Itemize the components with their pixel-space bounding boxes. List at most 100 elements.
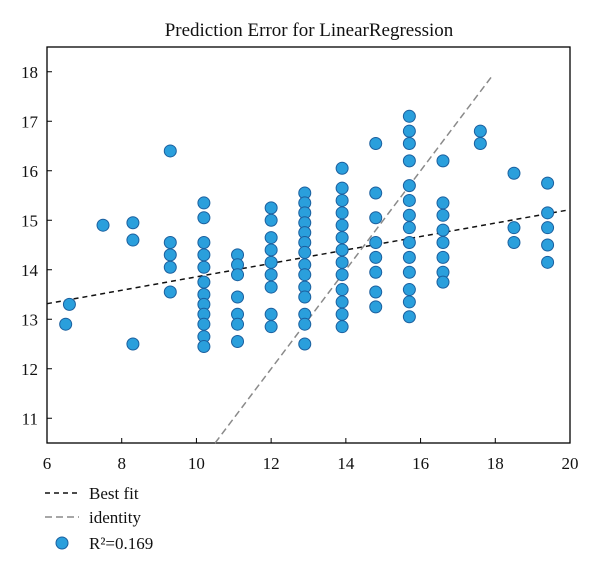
data-point bbox=[335, 307, 349, 321]
data-point bbox=[507, 221, 521, 235]
data-point bbox=[436, 250, 450, 264]
data-point bbox=[197, 248, 211, 262]
data-point bbox=[436, 208, 450, 222]
identity-line bbox=[214, 76, 493, 444]
y-tick-label: 12 bbox=[21, 360, 38, 379]
y-axis: 11 12 13 14 15 16 17 18 bbox=[21, 63, 52, 428]
y-tick-label: 14 bbox=[21, 261, 39, 280]
data-point bbox=[402, 179, 416, 193]
data-point bbox=[402, 310, 416, 324]
data-point bbox=[298, 268, 312, 282]
data-point bbox=[402, 221, 416, 235]
data-point bbox=[335, 181, 349, 195]
legend-best-fit-label: Best fit bbox=[89, 484, 139, 503]
data-point bbox=[402, 295, 416, 309]
data-point bbox=[473, 137, 487, 151]
data-point bbox=[298, 290, 312, 304]
legend-points-swatch bbox=[55, 536, 69, 550]
data-point bbox=[335, 218, 349, 232]
data-point bbox=[96, 218, 110, 232]
data-point bbox=[335, 255, 349, 269]
data-point bbox=[402, 236, 416, 250]
data-point bbox=[197, 211, 211, 225]
data-point bbox=[436, 223, 450, 237]
data-point bbox=[402, 124, 416, 138]
legend-identity-label: identity bbox=[89, 508, 141, 527]
data-point bbox=[335, 320, 349, 334]
x-axis: 6 8 10 12 14 16 18 20 bbox=[43, 438, 579, 473]
data-point bbox=[541, 255, 555, 269]
data-point bbox=[335, 206, 349, 220]
data-point bbox=[163, 260, 177, 274]
data-point bbox=[264, 243, 278, 257]
data-point bbox=[402, 109, 416, 123]
data-point bbox=[402, 137, 416, 151]
data-point bbox=[402, 283, 416, 297]
y-tick-label: 16 bbox=[21, 162, 38, 181]
data-point bbox=[231, 335, 245, 349]
data-point bbox=[163, 248, 177, 262]
data-point bbox=[62, 297, 76, 311]
data-point bbox=[335, 295, 349, 309]
data-point bbox=[163, 236, 177, 250]
data-point bbox=[197, 275, 211, 289]
data-point bbox=[436, 154, 450, 168]
scatter-points bbox=[59, 109, 555, 353]
data-point bbox=[264, 307, 278, 321]
legend: Best fit identity R²=0.169 bbox=[45, 484, 153, 553]
plot-area-frame bbox=[46, 46, 571, 444]
data-point bbox=[402, 265, 416, 279]
data-point bbox=[369, 236, 383, 250]
data-point bbox=[264, 268, 278, 282]
data-point bbox=[369, 211, 383, 225]
x-tick-label: 6 bbox=[43, 454, 52, 473]
data-point bbox=[402, 193, 416, 207]
data-point bbox=[369, 137, 383, 151]
data-point bbox=[197, 260, 211, 274]
data-point bbox=[231, 290, 245, 304]
y-tick-label: 17 bbox=[21, 112, 39, 131]
data-point bbox=[473, 124, 487, 138]
data-point bbox=[264, 280, 278, 294]
data-point bbox=[59, 317, 73, 331]
data-point bbox=[264, 255, 278, 269]
data-point bbox=[126, 233, 140, 247]
y-tick-label: 15 bbox=[21, 211, 38, 230]
data-point bbox=[298, 245, 312, 259]
x-tick-label: 14 bbox=[337, 454, 355, 473]
data-point bbox=[507, 236, 521, 250]
data-point bbox=[335, 161, 349, 175]
y-tick-label: 11 bbox=[22, 409, 38, 428]
data-point bbox=[369, 300, 383, 314]
data-point bbox=[264, 320, 278, 334]
data-point bbox=[126, 216, 140, 230]
data-point bbox=[541, 176, 555, 190]
data-point bbox=[197, 317, 211, 331]
data-point bbox=[436, 275, 450, 289]
data-point bbox=[264, 201, 278, 215]
data-point bbox=[369, 265, 383, 279]
data-point bbox=[197, 196, 211, 210]
data-point bbox=[541, 206, 555, 220]
data-point bbox=[264, 231, 278, 245]
data-point bbox=[163, 285, 177, 299]
data-point bbox=[231, 317, 245, 331]
x-tick-label: 20 bbox=[562, 454, 579, 473]
data-point bbox=[335, 283, 349, 297]
data-point bbox=[197, 236, 211, 250]
data-point bbox=[402, 250, 416, 264]
y-tick-label: 13 bbox=[21, 310, 38, 329]
data-point bbox=[197, 339, 211, 353]
data-point bbox=[541, 221, 555, 235]
data-point bbox=[298, 337, 312, 351]
data-point bbox=[402, 208, 416, 222]
data-point bbox=[163, 144, 177, 158]
data-point bbox=[264, 213, 278, 227]
x-tick-label: 10 bbox=[188, 454, 205, 473]
x-tick-label: 18 bbox=[487, 454, 504, 473]
data-point bbox=[369, 285, 383, 299]
x-tick-label: 12 bbox=[263, 454, 280, 473]
x-tick-label: 8 bbox=[117, 454, 126, 473]
data-point bbox=[231, 268, 245, 282]
